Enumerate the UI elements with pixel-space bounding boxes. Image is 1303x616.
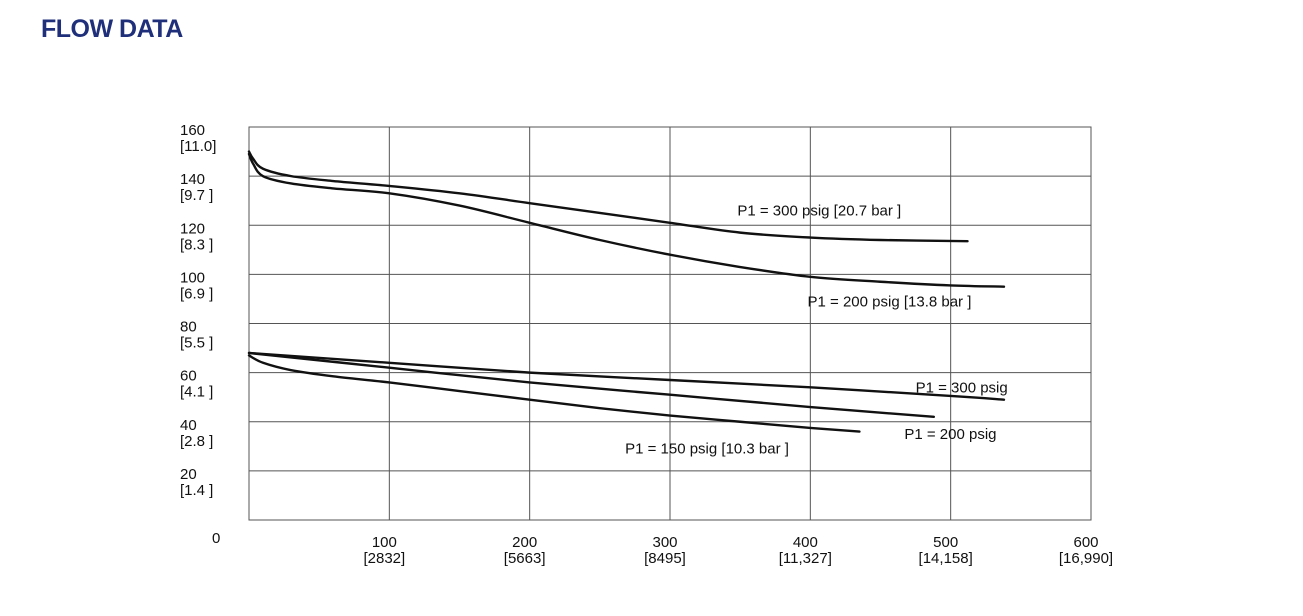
y-tick-label: 20	[180, 466, 197, 483]
y-tick-label: 60	[180, 368, 197, 385]
series-label: P1 = 200 psig	[904, 426, 996, 443]
y-tick-sublabel: [4.1 ]	[180, 384, 213, 401]
series-label: P1 = 300 psig	[916, 379, 1008, 396]
x-tick-label: 200	[512, 534, 537, 551]
series-line	[247, 351, 1006, 401]
x-tick-label: 100	[372, 534, 397, 551]
y-tick-label: 120	[180, 220, 205, 237]
x-tick-label: 400	[793, 534, 818, 551]
chart-axes: 100[2832]200[5663]300[8495]400[11,327]50…	[180, 122, 1113, 567]
x-tick-sublabel: [2832]	[363, 550, 405, 567]
series-line	[247, 354, 861, 433]
x-tick-sublabel: [11,327]	[779, 550, 832, 567]
series-label: P1 = 200 psig [13.8 bar ]	[808, 293, 972, 310]
x-tick-label: 300	[652, 534, 677, 551]
y-tick-sublabel: [11.0]	[180, 138, 216, 155]
y-tick-label: 100	[180, 269, 205, 286]
x-tick-sublabel: [5663]	[504, 550, 546, 567]
y-tick-sublabel: [1.4 ]	[180, 482, 213, 499]
y-tick-sublabel: [9.7 ]	[180, 187, 213, 204]
x-tick-sublabel: [8495]	[644, 550, 686, 567]
series-line	[247, 152, 1006, 288]
series-line	[247, 351, 936, 419]
y-tick-sublabel: [2.8 ]	[180, 433, 213, 450]
x-tick-label: 600	[1073, 534, 1098, 551]
y-tick-sublabel: [5.5 ]	[180, 335, 213, 352]
x-tick-label: 500	[933, 534, 958, 551]
chart-series	[247, 150, 1006, 433]
x-tick-sublabel: [16,990]	[1059, 550, 1113, 567]
y-tick-label: 160	[180, 122, 205, 139]
x-tick-sublabel: [14,158]	[919, 550, 973, 567]
page-title: FLOW DATA	[41, 15, 183, 43]
y-tick-label: 40	[180, 417, 197, 434]
y-tick-sublabel: [6.9 ]	[180, 285, 213, 302]
series-label: P1 = 300 psig [20.7 bar ]	[737, 202, 901, 219]
y-tick-label: 80	[180, 319, 197, 336]
series-line	[247, 150, 969, 243]
y-tick-label: 140	[180, 171, 205, 188]
y-tick-sublabel: [8.3 ]	[180, 236, 213, 253]
series-label: P1 = 150 psig [10.3 bar ]	[625, 441, 789, 458]
origin-label: 0	[212, 530, 220, 547]
chart-curve-labels: P1 = 300 psig [20.7 bar ] P1 = 200 psig […	[625, 202, 1008, 457]
chart-grid	[248, 126, 1092, 521]
